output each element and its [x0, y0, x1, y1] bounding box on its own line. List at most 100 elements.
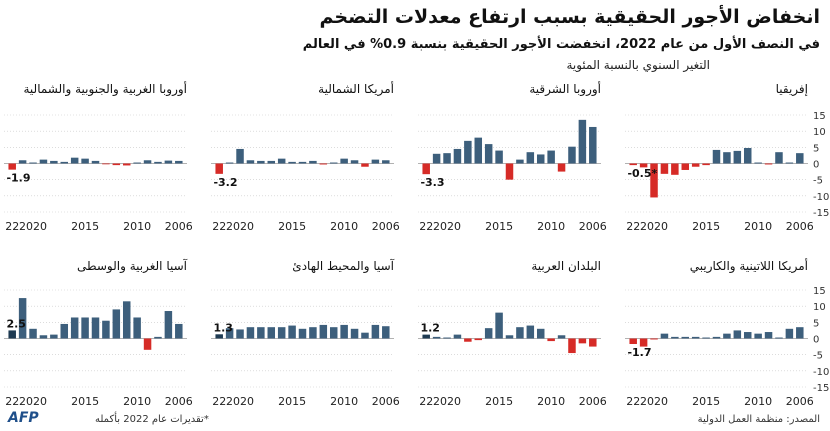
- bar-2019: [39, 335, 48, 339]
- bar-2016: [484, 144, 493, 164]
- bar-2021: [18, 160, 27, 164]
- bar-2014: [712, 336, 721, 339]
- x-tick-label: 22: [5, 220, 19, 233]
- bar-2010: [754, 333, 762, 339]
- bar-2011: [122, 301, 131, 339]
- x-tick-label: 2015: [278, 220, 306, 233]
- bar-2009: [143, 160, 152, 164]
- bar-2010: [547, 150, 555, 164]
- bar-2018: [464, 338, 472, 342]
- x-tick-label: 2006: [786, 220, 814, 233]
- bar-2019: [453, 334, 462, 339]
- bar-2009: [557, 163, 566, 172]
- bar-2015: [288, 325, 296, 339]
- bar-2006: [175, 160, 183, 164]
- y-tick-label: 15: [813, 286, 826, 297]
- bar-2008: [568, 338, 576, 354]
- x-tick-label: 22: [5, 395, 19, 408]
- bar-2013: [102, 320, 110, 339]
- chart-subtitle: في النصف الأول من عام 2022، انخفضت الأجو…: [302, 37, 820, 52]
- bar-2020: [29, 162, 37, 164]
- bar-2009: [557, 335, 566, 339]
- x-tick-label: 2020: [640, 395, 668, 408]
- x-tick-label: 2010: [330, 395, 358, 408]
- panel-7: آسيا الغربية والوسطى 2.5 2006 2010 2015 20202…: [4, 258, 193, 408]
- footnote-text: *تقديرات عام 2022 بأكمله: [95, 414, 209, 425]
- bar-2014: [712, 149, 721, 164]
- x-tick-label: 2020: [226, 395, 254, 408]
- y-tick-label: -15: [813, 383, 829, 394]
- bar-2020: [29, 328, 37, 339]
- x-tick-label: 2015: [692, 220, 720, 233]
- bar-2008: [361, 163, 369, 167]
- x-tick-label: 2010: [537, 220, 565, 233]
- bar-2017: [474, 137, 483, 164]
- bar-2006: [589, 126, 597, 164]
- bar-2007: [785, 162, 794, 164]
- bar-2014: [505, 335, 514, 339]
- x-tick-label: 2020: [19, 395, 47, 408]
- bar-2015: [81, 158, 89, 164]
- x-tick-label: 2020: [640, 220, 668, 233]
- bar-2007: [371, 159, 380, 164]
- y-tick-label: -10: [813, 192, 829, 203]
- x-tick-label: 2015: [71, 220, 99, 233]
- bar-2010: [133, 317, 141, 339]
- bar-2021: [432, 153, 441, 164]
- x-tick-label: 2015: [485, 220, 513, 233]
- chart-title: انخفاض الأجور الحقيقية بسبب ارتفاع معدلا…: [319, 6, 820, 28]
- bar-2010: [133, 162, 141, 164]
- bar-2007: [578, 119, 587, 164]
- bar-2007: [164, 311, 173, 339]
- bar-2014: [505, 163, 514, 180]
- x-tick-label: 2010: [123, 395, 151, 408]
- bar-2007: [164, 160, 173, 164]
- bar-2021: [639, 338, 648, 347]
- last-value-label: 1.3: [213, 321, 233, 334]
- panel-title: أوروبا الشرقية: [529, 81, 601, 97]
- x-tick-label: 22: [626, 395, 640, 408]
- bar-2019: [39, 159, 48, 164]
- bar-2010: [340, 324, 348, 339]
- bar-2012: [319, 163, 328, 165]
- bar-2007: [371, 324, 380, 339]
- bar-2018: [257, 160, 265, 164]
- bar-2006: [796, 327, 804, 339]
- x-tick-label: 2015: [485, 395, 513, 408]
- bar-2010: [754, 162, 762, 164]
- last-value-label: 2.5: [6, 317, 26, 330]
- bar-2009: [764, 332, 773, 339]
- bar-2022: [629, 338, 637, 344]
- last-value-label: 1.2: [420, 322, 440, 335]
- bar-2022: [422, 334, 430, 339]
- last-value-label: -1.9: [6, 172, 30, 185]
- bar-2014: [91, 317, 100, 339]
- x-tick-label: 2006: [165, 220, 193, 233]
- bar-2016: [277, 158, 286, 164]
- bar-2008: [154, 161, 162, 164]
- x-tick-label: 2006: [165, 395, 193, 408]
- bar-2019: [660, 163, 669, 174]
- bar-2011: [329, 162, 338, 164]
- bar-2008: [154, 336, 162, 339]
- bar-2015: [81, 317, 89, 339]
- bar-2015: [495, 150, 503, 164]
- y-tick-label: 5: [813, 143, 819, 154]
- y-tick-label: -5: [813, 176, 823, 187]
- x-tick-label: 22: [212, 220, 226, 233]
- bar-2007: [785, 328, 794, 339]
- bar-2009: [350, 160, 359, 164]
- bar-2013: [102, 163, 110, 165]
- bar-2018: [50, 160, 58, 164]
- bar-2012: [526, 152, 535, 164]
- bar-2010: [547, 338, 555, 342]
- x-tick-label: 2010: [537, 395, 565, 408]
- x-tick-label: 2020: [433, 395, 461, 408]
- bar-2017: [267, 160, 276, 164]
- unit-label: التغير السنوي بالنسبة المئوية: [566, 58, 710, 72]
- bar-2022: [422, 163, 430, 175]
- source-text: المصدر: منظمة العمل الدولية: [697, 414, 820, 425]
